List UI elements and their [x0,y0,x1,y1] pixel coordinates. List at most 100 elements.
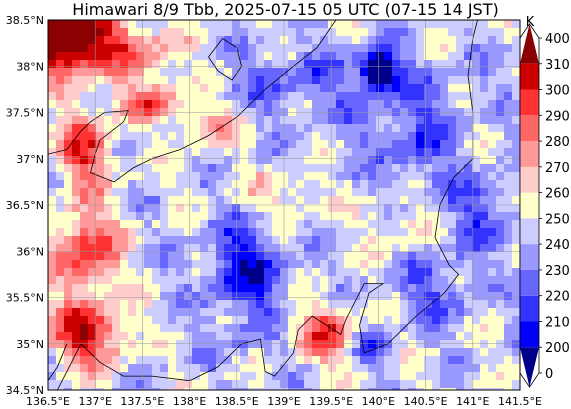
tbb-cell [456,188,465,197]
tbb-cell [168,388,177,390]
tbb-cell [328,196,337,205]
tbb-cell [464,124,473,133]
tbb-cell [480,244,489,253]
tbb-cell [256,340,265,349]
latitude-tick-label: 35°N [16,338,44,351]
tbb-cell [424,284,433,293]
tbb-cell [504,196,513,205]
tbb-cell [408,44,417,53]
graticule [48,20,520,390]
tbb-cell [96,332,105,341]
tbb-cell [80,356,89,365]
tbb-cell [504,140,513,149]
tbb-cell [200,100,209,109]
tbb-cell [352,356,361,365]
tbb-cell [408,220,417,229]
tbb-cell [336,36,345,45]
latitude-tick-label: 37°N [16,153,44,166]
tbb-cell [504,156,513,165]
tbb-cell [464,308,473,317]
tbb-cell [488,308,497,317]
tbb-cell [168,276,177,285]
tbb-cell [120,340,129,349]
tbb-cell [304,196,313,205]
tbb-cell [424,316,433,325]
tbb-cell [200,348,209,357]
tbb-cell [504,44,513,53]
tbb-cell [320,340,329,349]
tbb-cell [448,356,457,365]
tbb-cell [472,124,481,133]
tbb-cell [88,44,97,53]
tbb-cell [408,236,417,245]
longitude-tick-label: 137.5°E [120,395,164,408]
tbb-cell [56,100,65,109]
tbb-cell [488,84,497,93]
tbb-cell [464,300,473,309]
tbb-cell [488,260,497,269]
tbb-cell [88,228,97,237]
tbb-cell [456,244,465,253]
tbb-cell [496,316,505,325]
tbb-cell [120,196,129,205]
tbb-cell [48,308,57,317]
tbb-cell [152,172,161,181]
tbb-cell [128,148,137,157]
tbb-cell [344,276,353,285]
tbb-cell [152,116,161,125]
tbb-cell [104,156,113,165]
tbb-cell [408,156,417,165]
tbb-cell [488,20,497,29]
tbb-cell [216,276,225,285]
tbb-cell [168,316,177,325]
tbb-cell [328,388,337,390]
tbb-cell [184,284,193,293]
tbb-cell [472,28,481,37]
tbb-cell [264,372,273,381]
tbb-cell [48,28,57,37]
tbb-cell [152,364,161,373]
tbb-cell [112,116,121,125]
tbb-cell [208,20,217,29]
tbb-cell [112,100,121,109]
tbb-cell [456,68,465,77]
tbb-cell [272,292,281,301]
tbb-cell [104,196,113,205]
tbb-cell [192,28,201,37]
tbb-cell [256,316,265,325]
tbb-cell [208,332,217,341]
tbb-cell [232,324,241,333]
tbb-cell [384,372,393,381]
tbb-cell [480,292,489,301]
tbb-cell [240,164,249,173]
tbb-cell [224,84,233,93]
tbb-cell [112,172,121,181]
tbb-cell [48,52,57,61]
tbb-cell [328,164,337,173]
tbb-cell [56,36,65,45]
tbb-cell [392,116,401,125]
tbb-cell [128,340,137,349]
tbb-cell [48,356,57,365]
tbb-cell [296,308,305,317]
tbb-cell [72,236,81,245]
tbb-cell [208,196,217,205]
tbb-cell [184,316,193,325]
tbb-cell [64,132,73,141]
tbb-cell [432,212,441,221]
tbb-cell [184,252,193,261]
tbb-cell [376,156,385,165]
tbb-cell [72,364,81,373]
tbb-cell [448,340,457,349]
tbb-cell [272,36,281,45]
tbb-cell [232,44,241,53]
tbb-cell [208,276,217,285]
tbb-cell [88,364,97,373]
tbb-cell [384,332,393,341]
tbb-cell [216,332,225,341]
tbb-cell [200,244,209,253]
tbb-cell [376,92,385,101]
tbb-cell [456,220,465,229]
tbb-cell [128,388,137,390]
tbb-cell [360,220,369,229]
